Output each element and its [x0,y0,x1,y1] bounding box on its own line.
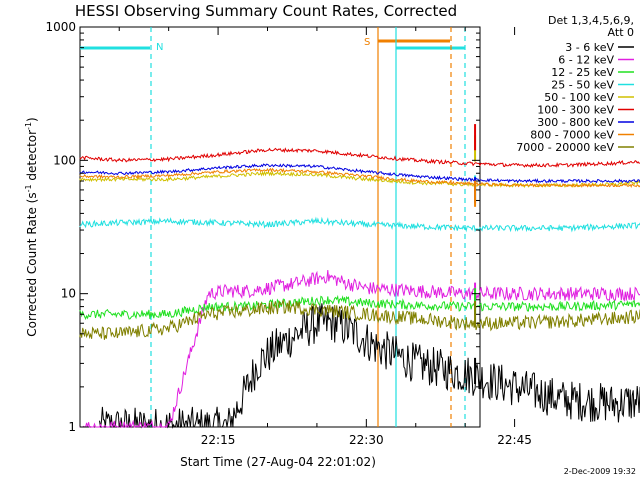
footer-date: 2-Dec-2009 19:32 [564,467,636,476]
x-tick-label: 22:15 [201,433,236,447]
y-tick-label: 1 [68,420,76,434]
legend-entry-label: 300 - 800 keV [537,116,614,129]
series-line [79,167,640,188]
x-tick-label: 22:30 [349,433,384,447]
series-line [79,170,640,188]
y-axis: 1 10 100 1000 [45,20,480,434]
y-tick-label: 1000 [45,20,76,34]
legend-entry-label: 12 - 25 keV [551,66,614,79]
series-line [79,270,640,429]
legend-entry-label: 6 - 12 keV [558,54,614,67]
legend-entry-label: 7000 - 20000 keV [516,141,614,154]
series-line [79,299,640,340]
legend-entry-label: 3 - 6 keV [565,41,614,54]
series-line [79,216,640,233]
series-line [79,294,640,321]
marker-lines [150,27,466,427]
y-tick-label: 10 [61,287,76,301]
series-line [99,303,640,429]
annotation-n: N [156,42,163,53]
state-bars [80,39,465,50]
legend-entry-label: 25 - 50 keV [551,79,614,92]
x-axis-label: Start Time (27-Aug-04 22:01:02) [180,455,376,469]
series-line [79,147,640,168]
legend-entry-label: 800 - 7000 keV [530,129,614,142]
y-tick-label: 100 [53,153,76,167]
x-tick-label: 22:45 [497,433,532,447]
legend-entry-label: 100 - 300 keV [537,104,614,117]
y-axis-label: Corrected Count Rate (s-1 detector-1) [24,117,39,336]
annotation-s: S [364,37,370,48]
legend-header-line1: Det 1,3,4,5,6,9, [548,14,634,27]
legend-header-line2: Att 0 [608,26,634,39]
legend-entry-label: 50 - 100 keV [544,91,614,104]
series-line [79,163,640,184]
chart-title: HESSI Observing Summary Count Rates, Cor… [75,2,457,20]
series-group [79,124,640,429]
